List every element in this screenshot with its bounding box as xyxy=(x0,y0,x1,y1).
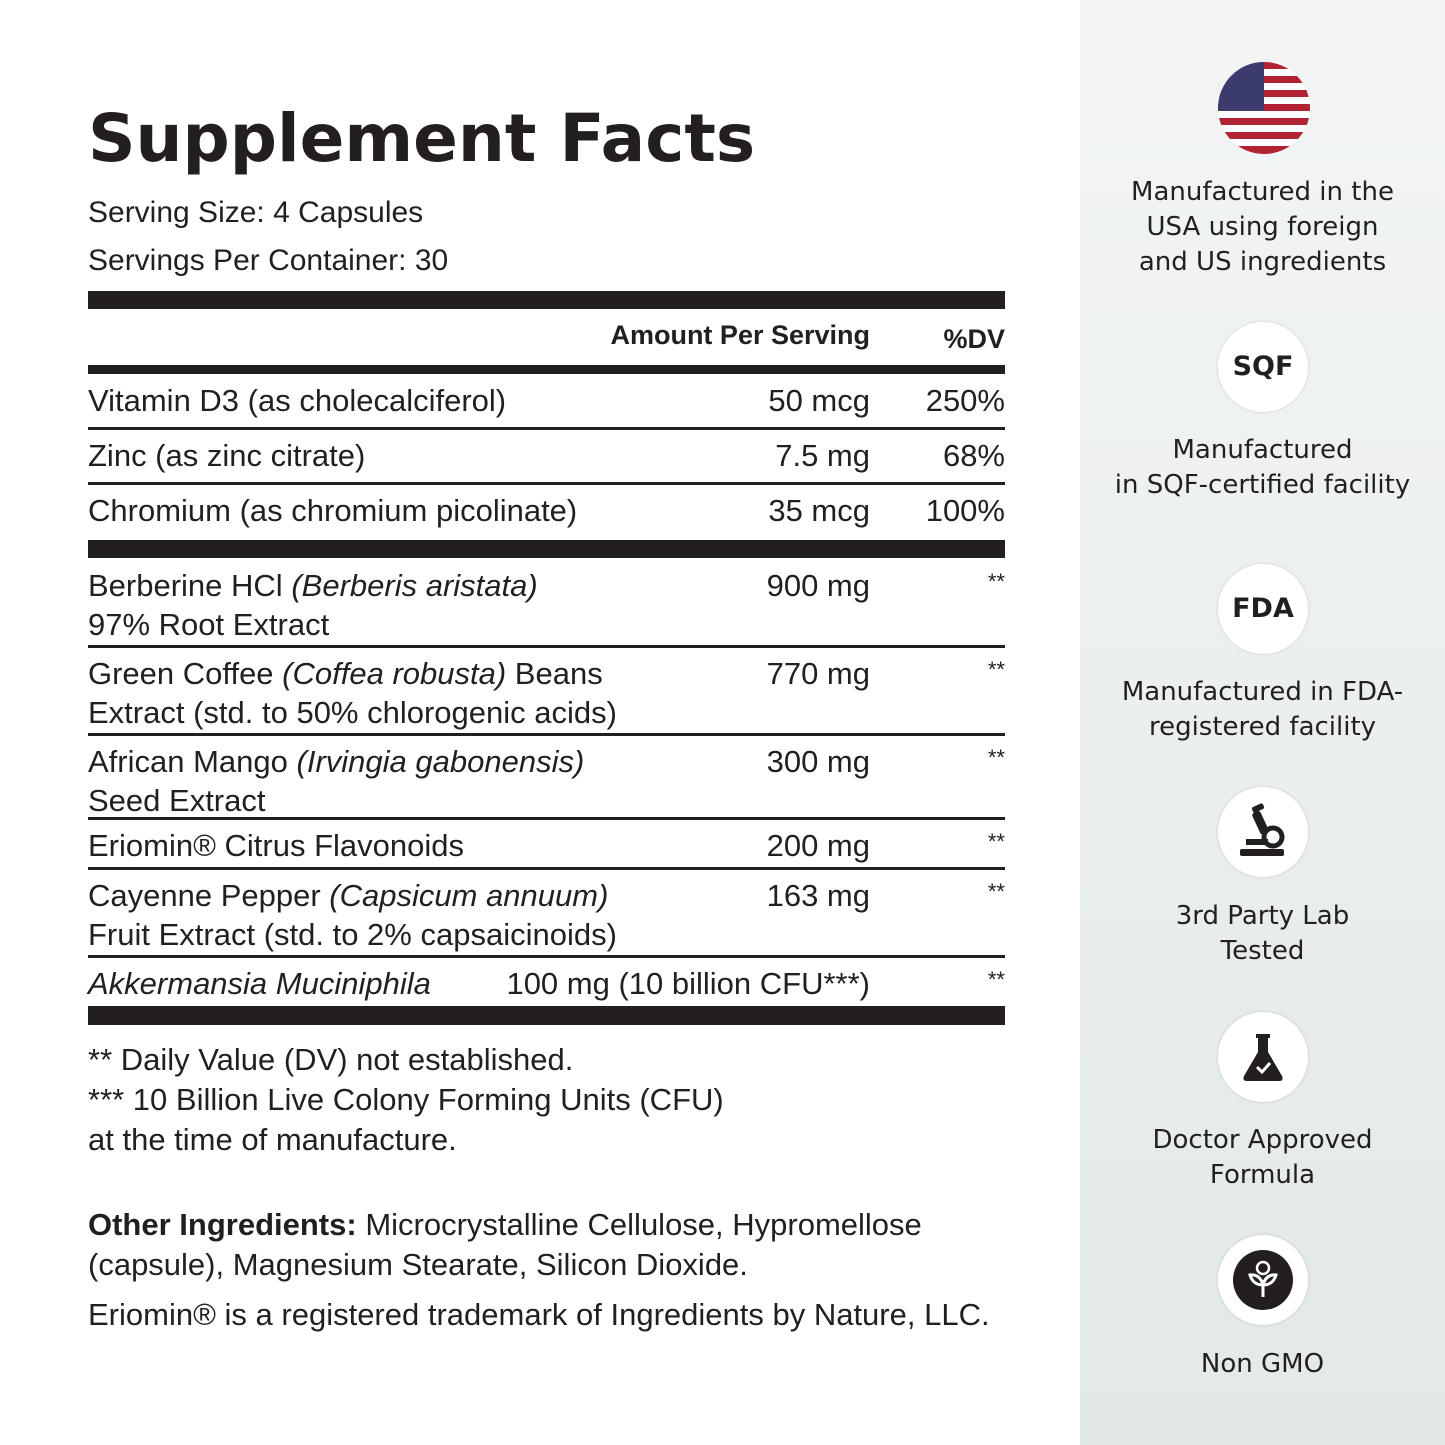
name-part: (Coffea robusta) xyxy=(282,656,507,691)
badge-line: Doctor Approved xyxy=(1152,1125,1373,1155)
daily-value: ** xyxy=(987,879,1005,904)
daily-value: ** xyxy=(987,569,1005,594)
serving-size: Serving Size: 4 Capsules xyxy=(88,196,424,229)
thick-rule xyxy=(88,291,1005,309)
name-part: Akkermansia Muciniphila xyxy=(88,966,431,1001)
ingredient-name: Cayenne Pepper (Capsicum annuum) Fruit Ex… xyxy=(88,876,617,954)
blend-row: Eriomin® Citrus Flavonoids 200 mg ** xyxy=(88,820,1005,870)
usa-flag-icon xyxy=(1218,62,1310,154)
ingredient-name: African Mango (Irvingia gabonensis) Seed … xyxy=(88,742,584,820)
badge-label: Manufactured in SQF-certified facility xyxy=(1080,433,1445,503)
daily-value: 250% xyxy=(925,383,1005,418)
name-part: Green Coffee xyxy=(88,656,274,691)
footnote: at the time of manufacture. xyxy=(88,1122,457,1157)
badge-line: USA using foreign xyxy=(1146,212,1379,242)
badge-line: Tested xyxy=(1220,936,1305,966)
vitamin-rows: Vitamin D3 (as cholecalciferol) 50 mcg 250… xyxy=(88,375,1005,537)
blend-row: Cayenne Pepper (Capsicum annuum) Fruit Ex… xyxy=(88,870,1005,958)
rule xyxy=(88,365,1005,374)
vitamin-row: Zinc (as zinc citrate) 7.5 mg 68% xyxy=(88,430,1005,485)
other-text: Microcrystalline Cellulose, Hypromellose… xyxy=(88,1207,922,1282)
badge-line: Manufactured in FDA- xyxy=(1121,677,1404,707)
sqf-icon: SQF xyxy=(1218,322,1308,412)
badge-line: 3rd Party Lab xyxy=(1175,901,1350,931)
ingredient-name: Eriomin® Citrus Flavonoids xyxy=(88,826,464,865)
name-part: Cayenne Pepper xyxy=(88,878,321,913)
footnote: *** 10 Billion Live Colony Forming Units… xyxy=(88,1082,724,1117)
icon-text: SQF xyxy=(1232,351,1294,382)
badge-line: Manufactured in the xyxy=(1131,177,1394,207)
vitamin-row: Chromium (as chromium picolinate) 35 mcg 1… xyxy=(88,485,1005,537)
amount: 900 mg xyxy=(766,568,870,603)
blend-row: African Mango (Irvingia gabonensis) Seed … xyxy=(88,736,1005,820)
title: Supplement Facts xyxy=(88,100,756,177)
servings-per-container: Servings Per Container: 30 xyxy=(88,244,449,277)
other-label: Other Ingredients: xyxy=(88,1207,357,1242)
amount: 770 mg xyxy=(766,656,870,691)
lab-icon xyxy=(1218,787,1308,877)
name-part: (Berberis aristata) xyxy=(291,568,538,603)
blend-rows: Berberine HCl (Berberis aristata) 97% Roo… xyxy=(88,560,1005,1002)
name-part: (Capsicum annuum) xyxy=(329,878,609,913)
dv-header: %DV xyxy=(943,324,1005,354)
name-part: (Irvingia gabonensis) xyxy=(296,744,585,779)
name-part: Berberine HCl xyxy=(88,568,283,603)
vitamin-row: Vitamin D3 (as cholecalciferol) 50 mcg 250… xyxy=(88,375,1005,430)
badge-line: and US ingredients xyxy=(1138,247,1387,277)
table-header: Amount Per Serving %DV xyxy=(88,318,1005,362)
daily-value: ** xyxy=(987,829,1005,854)
daily-value: 68% xyxy=(942,438,1005,473)
amount: 35 mcg xyxy=(768,493,870,528)
name-part: 97% Root Extract xyxy=(88,607,330,642)
badge-line: Manufactured xyxy=(1172,435,1353,465)
daily-value: ** xyxy=(987,745,1005,770)
ingredient-name: Green Coffee (Coffea robusta) Beans Extra… xyxy=(88,654,617,732)
ingredient-name: Berberine HCl (Berberis aristata) 97% Roo… xyxy=(88,566,538,644)
thick-rule xyxy=(88,1006,1005,1025)
name-part: African Mango xyxy=(88,744,288,779)
badge-label: Doctor Approved Formula xyxy=(1080,1123,1445,1193)
trademark: Eriomin® is a registered trademark of In… xyxy=(88,1297,990,1332)
name-part: Eriomin® Citrus Flavonoids xyxy=(88,828,465,863)
footnote: ** Daily Value (DV) not established. xyxy=(88,1042,574,1077)
badge-label: Manufactured in the USA using foreign and … xyxy=(1080,175,1445,280)
non-gmo-icon xyxy=(1218,1235,1308,1325)
badge-label: Manufactured in FDA-registered facility xyxy=(1080,675,1445,745)
amount-header: Amount Per Serving xyxy=(610,320,870,350)
badge-label: 3rd Party Lab Tested xyxy=(1080,899,1445,969)
daily-value: ** xyxy=(987,657,1005,682)
amount: 7.5 mg xyxy=(775,438,870,473)
badge-line: in SQF-certified facility xyxy=(1114,470,1411,500)
amount: 200 mg xyxy=(766,828,870,863)
amount: 300 mg xyxy=(766,744,870,779)
amount: 50 mcg xyxy=(768,383,870,418)
name-part: Seed Extract xyxy=(88,783,266,818)
badge-line: Non GMO xyxy=(1200,1349,1325,1379)
ingredient-name: Akkermansia Muciniphila xyxy=(88,964,431,1003)
daily-value: ** xyxy=(987,967,1005,992)
icon-text: FDA xyxy=(1232,593,1294,624)
other-ingredients: Other Ingredients: Microcrystalline Cell… xyxy=(88,1205,1008,1285)
name-part: Extract (std. to 50% chlorogenic acids) xyxy=(88,695,617,730)
ingredient-name: Vitamin D3 (as cholecalciferol) xyxy=(88,383,507,418)
name-part: Beans xyxy=(514,656,603,691)
fda-icon: FDA xyxy=(1218,564,1308,654)
blend-row: Berberine HCl (Berberis aristata) 97% Roo… xyxy=(88,560,1005,648)
badge-line: registered facility xyxy=(1148,712,1377,742)
ingredient-name: Zinc (as zinc citrate) xyxy=(88,438,366,473)
badge-line: Formula xyxy=(1209,1160,1316,1190)
ingredient-name: Chromium (as chromium picolinate) xyxy=(88,493,578,528)
amount: 100 mg (10 billion CFU***) xyxy=(506,966,870,1001)
amount: 163 mg xyxy=(766,878,870,913)
name-part: Fruit Extract (std. to 2% capsaicinoids) xyxy=(88,917,617,952)
sidebar: Manufactured in the USA using foreign and … xyxy=(1080,0,1445,1445)
flask-icon xyxy=(1218,1012,1308,1102)
badge-label: Non GMO xyxy=(1080,1347,1445,1382)
blend-row: Akkermansia Muciniphila 100 mg (10 billio… xyxy=(88,958,1005,1002)
daily-value: 100% xyxy=(925,493,1005,528)
blend-row: Green Coffee (Coffea robusta) Beans Extra… xyxy=(88,648,1005,736)
thick-rule xyxy=(88,540,1005,558)
